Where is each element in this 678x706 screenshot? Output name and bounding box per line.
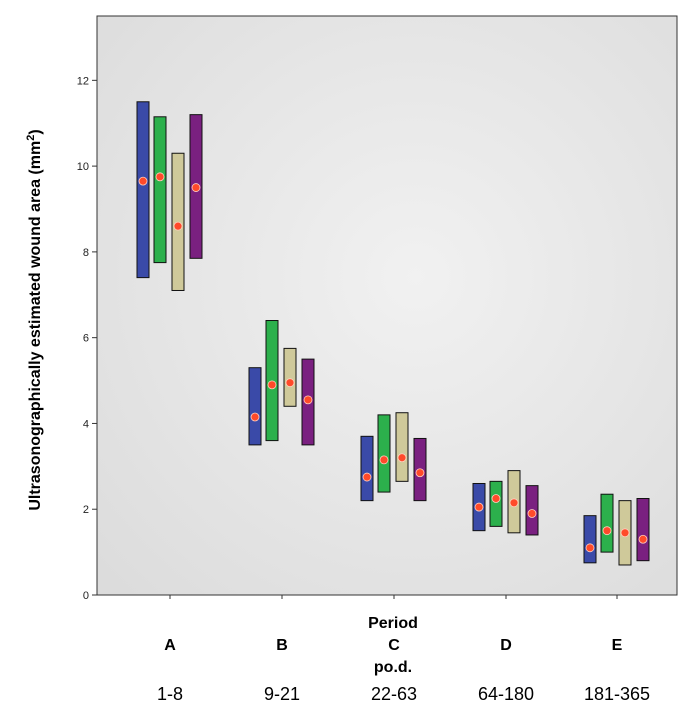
mean-marker <box>285 378 295 388</box>
x-category-label: B <box>276 637 288 654</box>
y-axis: 0 2 4 6 8 10 12 <box>77 75 97 602</box>
mean-marker <box>415 468 425 478</box>
y-tick-label: 10 <box>77 161 89 173</box>
x-category-label: E <box>612 637 623 654</box>
range-bar <box>583 515 597 564</box>
mean-marker <box>474 502 484 512</box>
y-axis-label: Ultrasonographically estimated wound are… <box>25 129 44 510</box>
mean-marker <box>250 412 260 422</box>
range-bar <box>283 347 297 407</box>
y-tick-label: 0 <box>83 590 89 602</box>
mean-marker <box>173 221 183 231</box>
y-tick-label: 2 <box>83 504 89 516</box>
x-range-label: 181-365 <box>584 684 650 704</box>
mean-marker <box>191 183 201 192</box>
mean-marker <box>602 526 612 536</box>
range-bar <box>489 480 503 527</box>
range-bar <box>248 367 262 446</box>
mean-marker <box>585 543 595 553</box>
range-bar <box>600 493 614 553</box>
x-range-label: 1-8 <box>157 684 183 704</box>
x-category-label: C <box>388 637 400 654</box>
range-bar <box>377 414 391 493</box>
range-bar <box>153 116 167 264</box>
range-bar <box>136 101 150 279</box>
mean-marker <box>397 453 407 463</box>
mean-marker <box>138 176 148 186</box>
y-tick-label: 6 <box>83 333 89 345</box>
mean-marker <box>527 509 537 518</box>
x-range-label: 22-63 <box>371 684 417 704</box>
mean-marker <box>362 472 372 482</box>
mean-marker <box>303 395 313 405</box>
x-category-label: A <box>164 637 176 654</box>
mean-marker <box>379 455 389 465</box>
x-range-label: 9-21 <box>264 684 300 704</box>
y-tick-label: 4 <box>83 418 89 430</box>
bars-layer <box>136 101 650 566</box>
mean-marker <box>491 494 501 503</box>
x-axis-title: Period <box>368 615 418 632</box>
mean-marker <box>638 534 648 544</box>
range-bar <box>395 412 409 482</box>
x-category-label: D <box>500 637 512 654</box>
mean-marker <box>620 528 630 538</box>
y-tick-label: 8 <box>83 247 89 259</box>
x-axis-subtitle: po.d. <box>374 659 412 676</box>
mean-marker <box>509 498 519 508</box>
y-tick-label: 12 <box>77 75 89 87</box>
x-range-label: 64-180 <box>478 684 534 704</box>
mean-marker <box>267 380 277 390</box>
plot-area <box>96 15 678 596</box>
range-bar <box>636 498 650 562</box>
mean-marker <box>155 172 165 182</box>
range-bar <box>360 435 374 502</box>
x-axis: A 1-8 B 9-21 C 22-63 D 64-180 E 181-365 <box>157 595 650 704</box>
